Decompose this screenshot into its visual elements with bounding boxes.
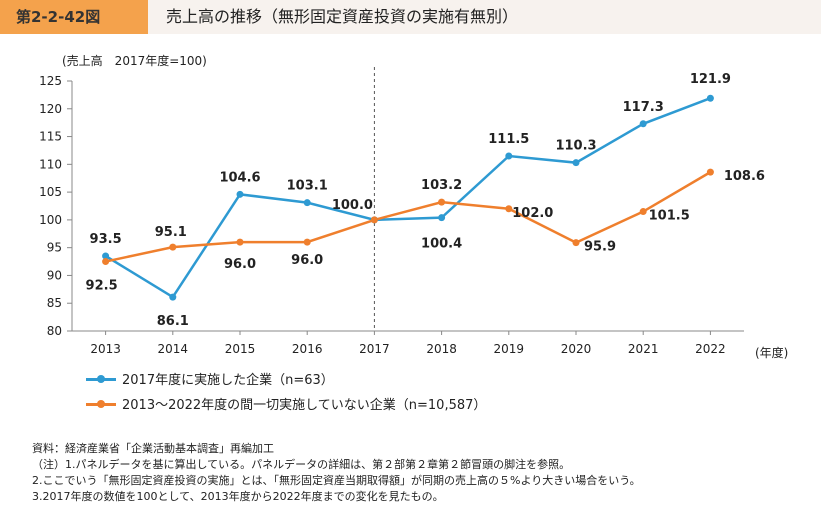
y-tick-label: 115 [39, 130, 62, 144]
legend-item-series2: 2013～2022年度の間一切実施していない企業（n=10,587） [86, 394, 486, 413]
legend-label-series1: 2017年度に実施した企業（n=63） [122, 373, 334, 388]
y-tick-label: 80 [47, 324, 62, 338]
data-point-s2 [236, 238, 244, 246]
legend-item-series1: 2017年度に実施した企業（n=63） [86, 369, 334, 388]
data-label-s2: 103.2 [421, 178, 462, 193]
x-tick-label: 2022 [695, 342, 726, 356]
figure-number: 第2-2-42図 [0, 0, 148, 34]
x-tick-label: 2019 [494, 342, 525, 356]
x-tick-label: 2021 [628, 342, 659, 356]
x-tick-label: 2020 [561, 342, 592, 356]
x-tick-label: 2014 [158, 342, 189, 356]
data-label-s2: 101.5 [649, 209, 690, 224]
data-point-s2 [370, 216, 378, 224]
series-line-1 [104, 97, 711, 299]
data-label-s1: 111.5 [488, 132, 529, 147]
data-label-s2: 102.0 [512, 206, 553, 221]
y-tick-label: 110 [39, 157, 62, 171]
data-label-s1: 117.3 [623, 100, 664, 115]
data-point-s1 [102, 252, 110, 260]
x-tick-label: 2015 [225, 342, 256, 356]
data-point-s1 [303, 199, 311, 207]
data-label-s2: 96.0 [291, 253, 323, 268]
data-label-s1: 110.3 [555, 139, 596, 154]
data-point-s1 [505, 152, 513, 160]
data-label-s1: 103.1 [287, 179, 328, 194]
data-point-s1 [572, 159, 580, 167]
data-point-s1 [169, 293, 177, 301]
data-point-s2 [505, 205, 513, 213]
y-axis-unit-label: (売上高 2017年度=100) [62, 54, 207, 68]
legend-swatch-blue [86, 373, 116, 385]
x-tick-label: 2018 [426, 342, 457, 356]
data-point-s2 [706, 168, 714, 176]
data-point-s2 [572, 239, 580, 247]
series-line-2 [105, 171, 712, 263]
data-label-s1: 100.4 [421, 237, 462, 252]
y-tick-label: 100 [39, 213, 62, 227]
y-tick-label: 85 [47, 296, 62, 310]
data-point-s2 [438, 198, 446, 206]
data-point-s1 [438, 214, 446, 222]
y-tick-label: 105 [39, 185, 62, 199]
data-point-s2 [639, 208, 647, 216]
note-source: 資料：経済産業省「企業活動基本調査」再編加工 [32, 442, 274, 455]
data-label-s2: 92.5 [86, 279, 118, 294]
x-tick-label: 2013 [90, 342, 121, 356]
figure-title: 売上高の推移（無形固定資産投資の実施有無別） [148, 0, 821, 34]
data-label-s1: 121.9 [690, 72, 731, 87]
data-point-s2 [169, 243, 177, 251]
note-2: 2.ここでいう「無形固定資産投資の実施」とは、「無形固定資産当期取得額」が同期の… [32, 474, 641, 487]
y-tick-label: 95 [47, 241, 62, 255]
figure-header: 第2-2-42図 売上高の推移（無形固定資産投資の実施有無別） [0, 0, 821, 34]
data-label-s1: 100.0 [332, 198, 373, 213]
data-label-s2: 95.1 [155, 225, 187, 240]
data-point-s1 [236, 190, 244, 198]
data-label-s1: 86.1 [157, 314, 189, 329]
data-point-s1 [639, 120, 647, 128]
data-label-s1: 104.6 [219, 170, 260, 185]
data-point-s2 [303, 238, 311, 246]
data-point-s2 [102, 258, 110, 266]
data-label-s2: 95.9 [584, 240, 616, 255]
data-label-s1: 93.5 [90, 232, 122, 247]
x-tick-label: 2017 [359, 342, 390, 356]
data-point-s1 [706, 94, 714, 102]
line-chart: 80 85 90 95 100 105 110 115 120 125 2013 2014 2015 20… [39, 67, 765, 356]
note-3: 3.2017年度の数値を100として、2013年度から2022年度までの変化を見… [32, 490, 444, 503]
legend-swatch-orange [86, 398, 116, 410]
data-label-s2: 96.0 [224, 257, 256, 272]
y-tick-label: 125 [39, 74, 62, 88]
data-label-s2: 108.6 [724, 169, 765, 184]
note-1: （注）1.パネルデータを基に算出している。パネルデータの詳細は、第２部第２章第２… [32, 458, 571, 471]
x-axis-unit-label: (年度) [755, 346, 789, 360]
x-tick-label: 2016 [292, 342, 323, 356]
legend-label-series2: 2013～2022年度の間一切実施していない企業（n=10,587） [122, 398, 487, 413]
y-tick-label: 120 [39, 102, 62, 116]
notes: 資料：経済産業省「企業活動基本調査」再編加工 （注）1.パネルデータを基に算出し… [32, 441, 641, 505]
y-tick-label: 90 [47, 268, 62, 282]
